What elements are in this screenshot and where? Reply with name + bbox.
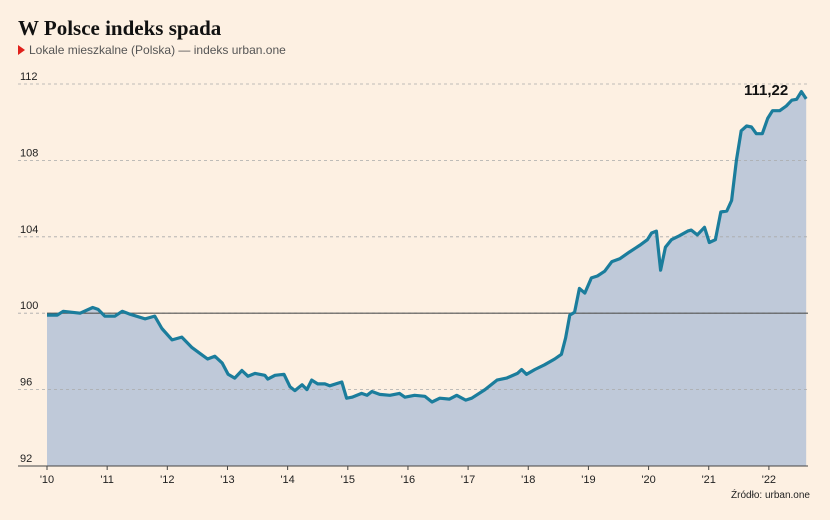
chart-title: W Polsce indeks spada (18, 16, 222, 40)
x-tick-label: '19 (581, 474, 595, 486)
x-tick-label: '13 (220, 474, 234, 486)
y-tick-label: 92 (20, 453, 32, 465)
x-tick-label: '12 (160, 474, 174, 486)
annotation: 111,22 (744, 82, 788, 99)
y-tick-label: 96 (20, 377, 32, 389)
x-tick-label: '15 (341, 474, 355, 486)
x-tick-label: '11 (100, 474, 114, 486)
y-tick-label: 104 (20, 224, 38, 236)
area (47, 91, 807, 466)
x-tick-label: '16 (401, 474, 415, 486)
x-tick-label: '21 (702, 474, 716, 486)
subtitle-marker (18, 45, 25, 55)
x-tick-label: '17 (461, 474, 475, 486)
y-tick-label: 100 (20, 300, 38, 312)
x-tick-label: '18 (521, 474, 535, 486)
line (47, 90, 808, 404)
subtitle: Lokale mieszkalne (Polska) — indeks urba… (29, 43, 286, 57)
y-tick-label: 112 (20, 71, 38, 83)
source: Źródło: urban.one (731, 488, 810, 501)
x-tick-label: '20 (641, 474, 655, 486)
x-tick-label: '10 (40, 474, 54, 486)
x-tick-label: '14 (280, 474, 294, 486)
y-tick-label: 108 (20, 147, 38, 159)
x-tick-label: '22 (762, 474, 776, 486)
